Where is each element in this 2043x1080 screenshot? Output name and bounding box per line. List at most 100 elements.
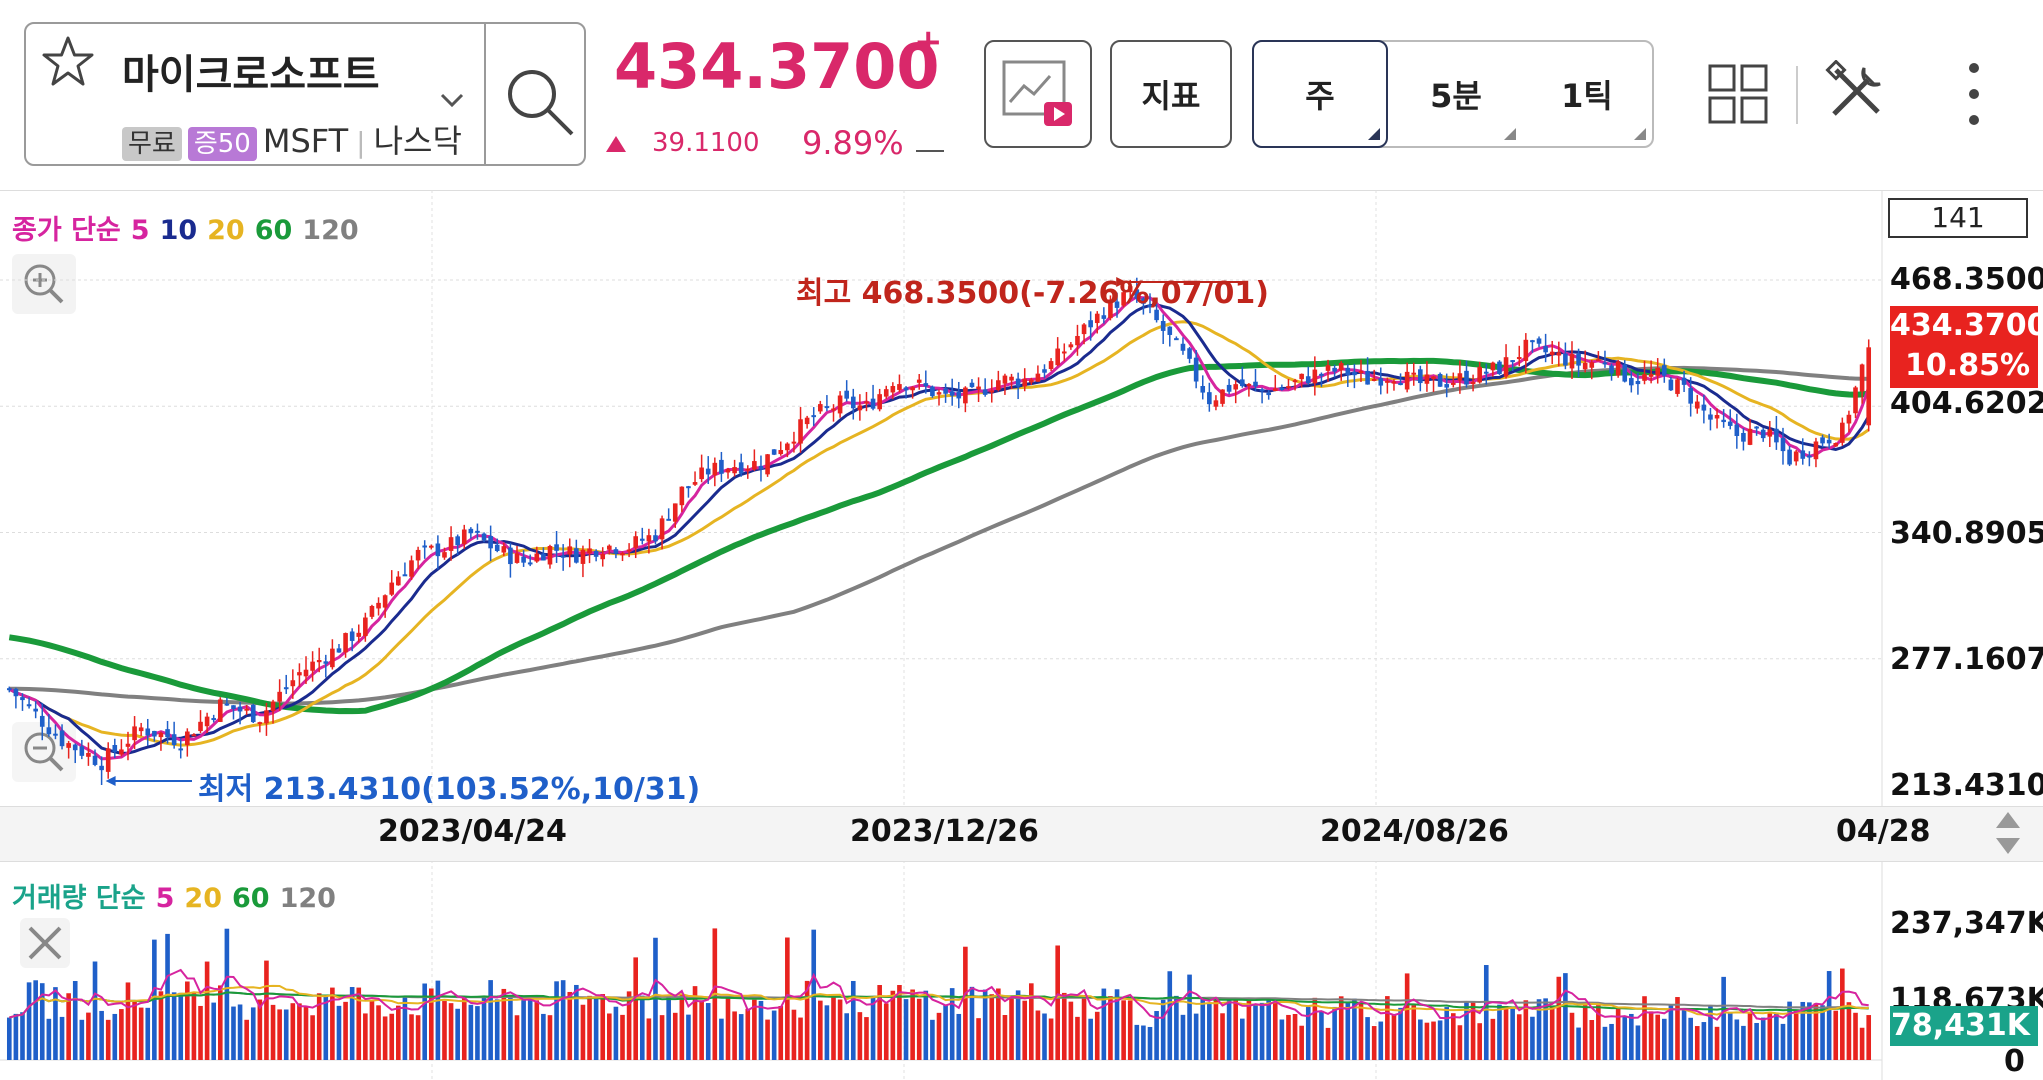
volume-bar bbox=[363, 1013, 368, 1060]
candle-body bbox=[903, 387, 909, 391]
candle-body bbox=[1378, 378, 1384, 386]
volume-bar bbox=[244, 1019, 249, 1060]
candle-body bbox=[1121, 292, 1126, 306]
candle-body bbox=[389, 582, 395, 595]
corner-triangle-icon bbox=[1504, 128, 1516, 140]
search-icon[interactable] bbox=[502, 64, 582, 144]
volume-bar bbox=[692, 986, 698, 1060]
volume-bar bbox=[1398, 1007, 1403, 1060]
candle-body bbox=[1516, 357, 1522, 360]
moving-average-line bbox=[8, 320, 1870, 747]
candle-body bbox=[396, 576, 401, 586]
volume-bar bbox=[1418, 1019, 1423, 1060]
indicator-button[interactable]: 지표 bbox=[1110, 40, 1232, 148]
volume-bar bbox=[191, 991, 197, 1060]
volume-bar bbox=[1253, 1004, 1258, 1060]
tab-1tick[interactable]: 1틱 bbox=[1522, 42, 1652, 146]
candle-body bbox=[1563, 353, 1568, 366]
candle-body bbox=[1398, 383, 1403, 386]
volume-bar bbox=[125, 982, 131, 1060]
volume-bar bbox=[818, 1000, 823, 1060]
candle-body bbox=[1708, 414, 1713, 420]
volume-bar bbox=[1385, 996, 1390, 1060]
candle-body bbox=[72, 744, 78, 751]
volume-bar bbox=[237, 1004, 243, 1060]
volume-bar bbox=[1200, 997, 1206, 1060]
candle-body bbox=[1497, 361, 1502, 375]
candle-body bbox=[1180, 343, 1186, 351]
volume-bar bbox=[936, 1012, 942, 1060]
tab-5min[interactable]: 5분 bbox=[1390, 42, 1522, 146]
candle-body bbox=[897, 384, 902, 390]
candle-body bbox=[949, 391, 955, 396]
candle-body bbox=[1483, 371, 1489, 374]
y-tick-label: 340.8905 bbox=[1890, 516, 2043, 551]
candle-body bbox=[666, 518, 671, 521]
y-tick-label: 404.6202 bbox=[1890, 386, 2043, 421]
candle-body bbox=[1319, 373, 1324, 376]
stock-selector[interactable]: 마이크로소프트 무료 증50 MSFT | 나스닥 bbox=[24, 22, 586, 166]
volume-bar bbox=[1127, 1000, 1133, 1060]
chart-video-button[interactable] bbox=[984, 40, 1092, 148]
candle-body bbox=[864, 401, 869, 404]
candle-body bbox=[1569, 354, 1575, 369]
volume-bar bbox=[1411, 1005, 1417, 1060]
scroll-arrows-icon[interactable] bbox=[1988, 808, 2028, 858]
volume-bar bbox=[1800, 1001, 1806, 1060]
tools-icon[interactable] bbox=[1824, 59, 1888, 124]
volume-bar bbox=[250, 1007, 256, 1060]
volume-bar bbox=[969, 986, 975, 1060]
volume-bar bbox=[86, 1012, 91, 1060]
volume-bar bbox=[13, 1013, 19, 1060]
star-icon[interactable] bbox=[40, 34, 96, 90]
tab-week[interactable]: 주 bbox=[1252, 40, 1388, 148]
candle-body bbox=[330, 648, 335, 668]
candle-body bbox=[930, 386, 935, 397]
high-annotation: 최고 468.3500(-7.26%,07/01) bbox=[796, 276, 1269, 311]
candle-body bbox=[1450, 382, 1456, 385]
candle-body bbox=[508, 547, 513, 565]
volume-bar bbox=[1101, 988, 1107, 1060]
candle-body bbox=[1437, 373, 1443, 387]
volume-bar bbox=[105, 1019, 111, 1060]
volume-bar bbox=[1602, 1026, 1608, 1060]
candle-body bbox=[13, 688, 19, 697]
volume-bar bbox=[310, 1015, 315, 1060]
layout-grid-icon[interactable] bbox=[1708, 64, 1768, 124]
volume-bar bbox=[1319, 1010, 1324, 1060]
candle-body bbox=[1543, 346, 1548, 353]
candle-body bbox=[1108, 299, 1113, 319]
candle-body bbox=[132, 726, 137, 741]
volume-bar bbox=[831, 996, 836, 1060]
volume-bar bbox=[1029, 983, 1034, 1060]
candle-body bbox=[1622, 364, 1628, 382]
volume-bar bbox=[1338, 996, 1344, 1060]
candle-body bbox=[53, 733, 58, 736]
volume-bar bbox=[349, 987, 355, 1060]
candle-body bbox=[1279, 388, 1285, 391]
candle-body bbox=[916, 379, 922, 383]
more-icon[interactable] bbox=[1962, 60, 1986, 130]
volume-bar bbox=[198, 1005, 203, 1060]
volume-bar bbox=[1470, 1001, 1476, 1060]
zoom-in-icon[interactable] bbox=[12, 254, 76, 314]
volume-bar bbox=[26, 982, 32, 1060]
candle-body bbox=[231, 705, 236, 709]
volume-bar bbox=[1503, 1005, 1509, 1060]
chevron-down-icon[interactable] bbox=[438, 86, 466, 114]
candle-body bbox=[1345, 367, 1351, 376]
candle-body bbox=[870, 398, 876, 409]
volume-bar bbox=[547, 1015, 553, 1060]
volume-bar bbox=[534, 1000, 540, 1060]
close-icon[interactable] bbox=[20, 918, 70, 968]
bar-count-box[interactable]: 141 bbox=[1888, 198, 2028, 238]
volume-bar bbox=[719, 1018, 724, 1060]
candle-body bbox=[692, 482, 698, 485]
candle-body bbox=[79, 746, 85, 756]
candle-body bbox=[1081, 324, 1087, 335]
volume-bar bbox=[1853, 1012, 1858, 1060]
volume-bar bbox=[1141, 1025, 1146, 1060]
volume-bar bbox=[1246, 999, 1252, 1060]
volume-bar bbox=[1661, 1018, 1667, 1060]
